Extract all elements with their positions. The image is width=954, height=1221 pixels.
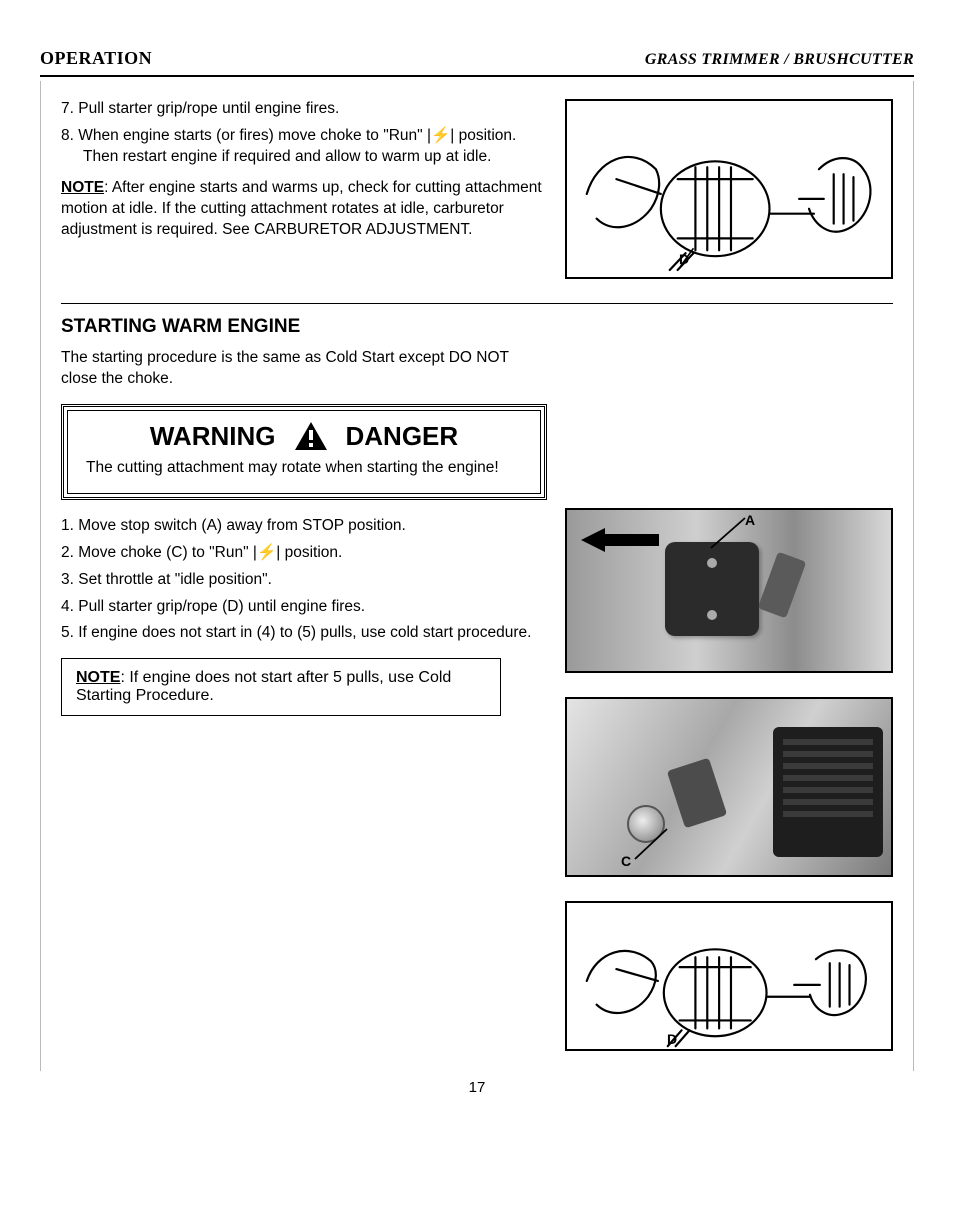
- engine-pull-illustration: [567, 99, 891, 279]
- content-frame: 7. Pull starter grip/rope until engine f…: [40, 81, 914, 1071]
- section-1: 7. Pull starter grip/rope until engine f…: [61, 99, 893, 279]
- figure-switch-label: A: [745, 512, 755, 528]
- warning-label-right: DANGER: [346, 421, 459, 452]
- step-8: 8. When engine starts (or fires) move ch…: [61, 126, 547, 168]
- engine-pull-illustration-2: [567, 901, 891, 1051]
- warning-box-inner: WARNING DANGER The cutting attachment ma…: [67, 410, 541, 494]
- warning-box: WARNING DANGER The cutting attachment ma…: [61, 404, 547, 500]
- page: OPERATION GRASS TRIMMER / BRUSHCUTTER 7.…: [0, 0, 954, 1221]
- switch-screw-icon: [707, 610, 717, 620]
- callout-line-a: [707, 516, 747, 550]
- page-header: OPERATION GRASS TRIMMER / BRUSHCUTTER: [40, 48, 914, 69]
- warning-body-text: The cutting attachment may rotate when s…: [86, 458, 522, 479]
- page-number: 17: [40, 1079, 914, 1096]
- note-after-steps: NOTE: After engine starts and warms up, …: [61, 178, 547, 241]
- figure-top-label: D: [679, 251, 689, 267]
- section-2-left: The starting procedure is the same as Co…: [61, 348, 547, 1051]
- note-text: : After engine starts and warms up, chec…: [61, 179, 542, 238]
- section-2-title: STARTING WARM ENGINE: [61, 316, 893, 338]
- run-glyph-icon-2: |⚡|: [253, 544, 280, 561]
- switch-screw-icon: [707, 558, 717, 568]
- warning-label-left: WARNING: [150, 421, 276, 452]
- section-2: STARTING WARM ENGINE The starting proced…: [61, 316, 893, 1051]
- note-box-text: : If engine does not start after 5 pulls…: [76, 669, 451, 704]
- run-glyph-icon: |⚡|: [427, 127, 454, 144]
- section-2-body: The starting procedure is the same as Co…: [61, 348, 893, 1051]
- figure-starter-bottom: D: [565, 901, 893, 1051]
- warm-step-4: 4. Pull starter grip/rope (D) until engi…: [61, 597, 547, 618]
- warm-step-2-pre: 2. Move choke (C) to "Run": [61, 544, 249, 561]
- step-7: 7. Pull starter grip/rope until engine f…: [61, 99, 547, 120]
- warm-step-2: 2. Move choke (C) to "Run" |⚡| position.: [61, 543, 547, 564]
- section-divider: [61, 303, 893, 304]
- warm-step-3: 3. Set throttle at "idle position".: [61, 570, 547, 591]
- warning-triangle-icon: [294, 421, 328, 451]
- arrow-left-icon: [581, 528, 659, 552]
- direction-arrow: [581, 528, 659, 552]
- section-1-figure-col: D: [565, 99, 893, 279]
- warm-step-1: 1. Move stop switch (A) away from STOP p…: [61, 516, 547, 537]
- header-left: OPERATION: [40, 48, 152, 69]
- step-8-pre: 8. When engine starts (or fires) move ch…: [61, 127, 423, 144]
- section-1-text: 7. Pull starter grip/rope until engine f…: [61, 99, 547, 279]
- figure-choke: C: [565, 697, 893, 877]
- figure-stop-switch: A: [565, 508, 893, 673]
- switch-body: [665, 542, 759, 636]
- header-rule: [40, 75, 914, 77]
- engine-grille: [783, 735, 873, 817]
- figure-choke-label: C: [621, 853, 631, 869]
- section-2-intro: The starting procedure is the same as Co…: [61, 348, 547, 390]
- figure-starter-top: D: [565, 99, 893, 279]
- note-box: NOTE: If engine does not start after 5 p…: [61, 658, 501, 716]
- warm-step-5: 5. If engine does not start in (4) to (5…: [61, 623, 547, 644]
- warm-step-2-post: position.: [285, 544, 343, 561]
- header-right: GRASS TRIMMER / BRUSHCUTTER: [645, 51, 914, 69]
- callout-line-c: [633, 825, 669, 861]
- note-label: NOTE: [61, 179, 104, 196]
- engine-housing: [773, 727, 883, 857]
- note-box-label: NOTE: [76, 669, 120, 686]
- section-2-figure-col: A C: [565, 348, 893, 1051]
- warning-title-row: WARNING DANGER: [86, 421, 522, 452]
- figure-bottom-label: D: [667, 1031, 677, 1047]
